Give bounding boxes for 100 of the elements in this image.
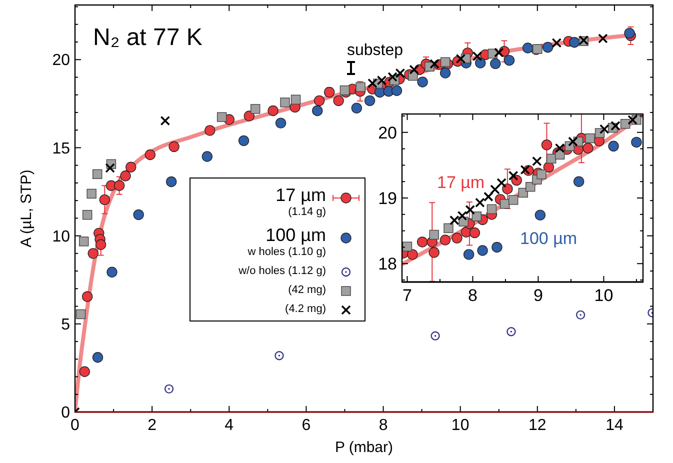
point xyxy=(105,163,115,173)
x-tick-label: 8 xyxy=(378,417,388,434)
x-tick-label: 4 xyxy=(224,417,234,434)
point xyxy=(536,170,546,180)
point xyxy=(477,245,488,256)
point xyxy=(280,98,290,108)
point xyxy=(542,42,554,53)
y-tick-label: 15 xyxy=(52,140,70,158)
point xyxy=(599,124,610,134)
point xyxy=(500,199,510,209)
point xyxy=(440,68,451,78)
point xyxy=(274,351,284,360)
point xyxy=(502,183,513,194)
annotation: 17 µm xyxy=(437,173,485,192)
legend-label: 17 µm (1.14 g) xyxy=(276,185,326,218)
point xyxy=(430,58,440,69)
point xyxy=(465,204,476,215)
legend-label: w/o holes (1.12 g) xyxy=(238,265,326,277)
point xyxy=(546,154,556,164)
point xyxy=(95,239,106,250)
point xyxy=(490,58,501,70)
point xyxy=(166,176,177,188)
y-tick-label: 19 xyxy=(378,188,397,208)
point xyxy=(449,215,460,226)
point xyxy=(631,136,642,148)
point xyxy=(144,149,156,160)
point xyxy=(76,309,86,320)
point xyxy=(351,102,362,114)
point xyxy=(429,230,439,240)
point xyxy=(92,169,102,179)
text: N₂ at 77 K xyxy=(93,24,202,51)
point xyxy=(552,38,562,48)
point xyxy=(504,54,515,66)
point xyxy=(585,133,595,144)
point xyxy=(268,105,278,116)
point xyxy=(275,118,286,128)
point xyxy=(484,192,494,202)
legend-label: 100 µm w holes (1.10 g) xyxy=(246,225,326,258)
x-tick-label: 10 xyxy=(451,417,470,434)
x-axis-title: P (mbar) xyxy=(334,439,394,456)
point xyxy=(472,212,482,222)
point xyxy=(79,236,89,246)
point xyxy=(440,234,451,246)
point xyxy=(610,120,620,131)
point xyxy=(456,54,466,64)
point xyxy=(492,242,502,253)
point xyxy=(624,28,635,39)
point xyxy=(598,34,608,44)
point xyxy=(391,85,402,96)
point xyxy=(202,151,213,162)
point xyxy=(608,140,619,152)
point xyxy=(582,142,594,154)
point xyxy=(106,266,118,278)
point xyxy=(126,162,136,172)
point xyxy=(238,135,250,146)
point xyxy=(576,310,586,320)
point xyxy=(409,64,419,75)
y-tick-label: 20 xyxy=(52,52,70,70)
point xyxy=(416,236,428,248)
point xyxy=(216,112,227,122)
point xyxy=(541,139,552,150)
x-tick-label: 14 xyxy=(606,417,624,434)
point xyxy=(114,180,125,191)
point xyxy=(417,76,428,88)
x-tick-label: 10 xyxy=(594,286,614,305)
legend-label: (42 mg) xyxy=(288,284,326,296)
point xyxy=(475,58,486,68)
point xyxy=(290,94,301,104)
point xyxy=(569,37,580,48)
point xyxy=(573,176,584,187)
point xyxy=(82,210,92,220)
point xyxy=(494,48,504,58)
point xyxy=(204,125,216,136)
point xyxy=(164,384,174,394)
point xyxy=(160,116,170,126)
point xyxy=(463,249,474,260)
y-tick-label: 10 xyxy=(52,228,70,246)
point xyxy=(486,204,497,214)
point xyxy=(506,327,516,336)
point xyxy=(244,110,255,122)
x-tick-label: 8 xyxy=(468,286,478,305)
point xyxy=(444,223,454,234)
x-tick-label: 2 xyxy=(148,417,157,434)
point xyxy=(522,42,534,54)
legend-label: (4.2 mg) xyxy=(285,303,326,315)
point xyxy=(333,95,344,106)
point xyxy=(496,178,506,188)
point xyxy=(250,104,260,114)
point xyxy=(440,57,450,67)
point xyxy=(452,232,462,244)
point xyxy=(472,51,482,62)
point xyxy=(490,184,500,194)
x-tick-label: 6 xyxy=(302,417,311,434)
point xyxy=(428,247,440,258)
point xyxy=(133,209,144,220)
point xyxy=(508,195,518,205)
point xyxy=(340,85,350,96)
point xyxy=(534,210,546,220)
point xyxy=(120,170,131,182)
x-tick-label: 9 xyxy=(533,286,543,305)
